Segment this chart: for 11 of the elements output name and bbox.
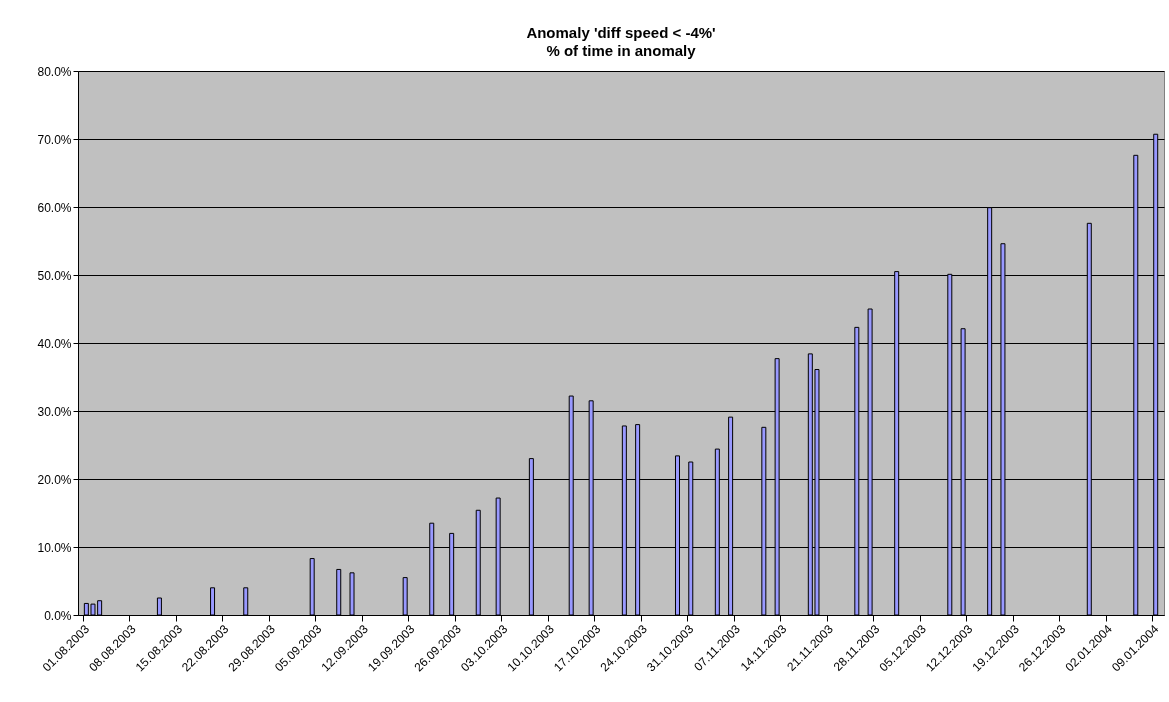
y-tick-label: 40.0% xyxy=(37,336,72,351)
y-tick-label: 10.0% xyxy=(37,540,72,555)
y-tick-label: 60.0% xyxy=(37,200,72,215)
chart-subtitle: % of time in anomaly xyxy=(546,42,697,59)
chart-title: Anomaly 'diff speed < -4%' xyxy=(526,24,716,41)
y-tick-label: 50.0% xyxy=(37,268,72,283)
y-tick-label: 20.0% xyxy=(37,472,72,487)
y-tick-label: 30.0% xyxy=(37,404,72,419)
y-tick-label: 0.0% xyxy=(44,608,72,623)
y-tick-label: 80.0% xyxy=(37,64,72,79)
y-tick-label: 70.0% xyxy=(37,132,72,147)
